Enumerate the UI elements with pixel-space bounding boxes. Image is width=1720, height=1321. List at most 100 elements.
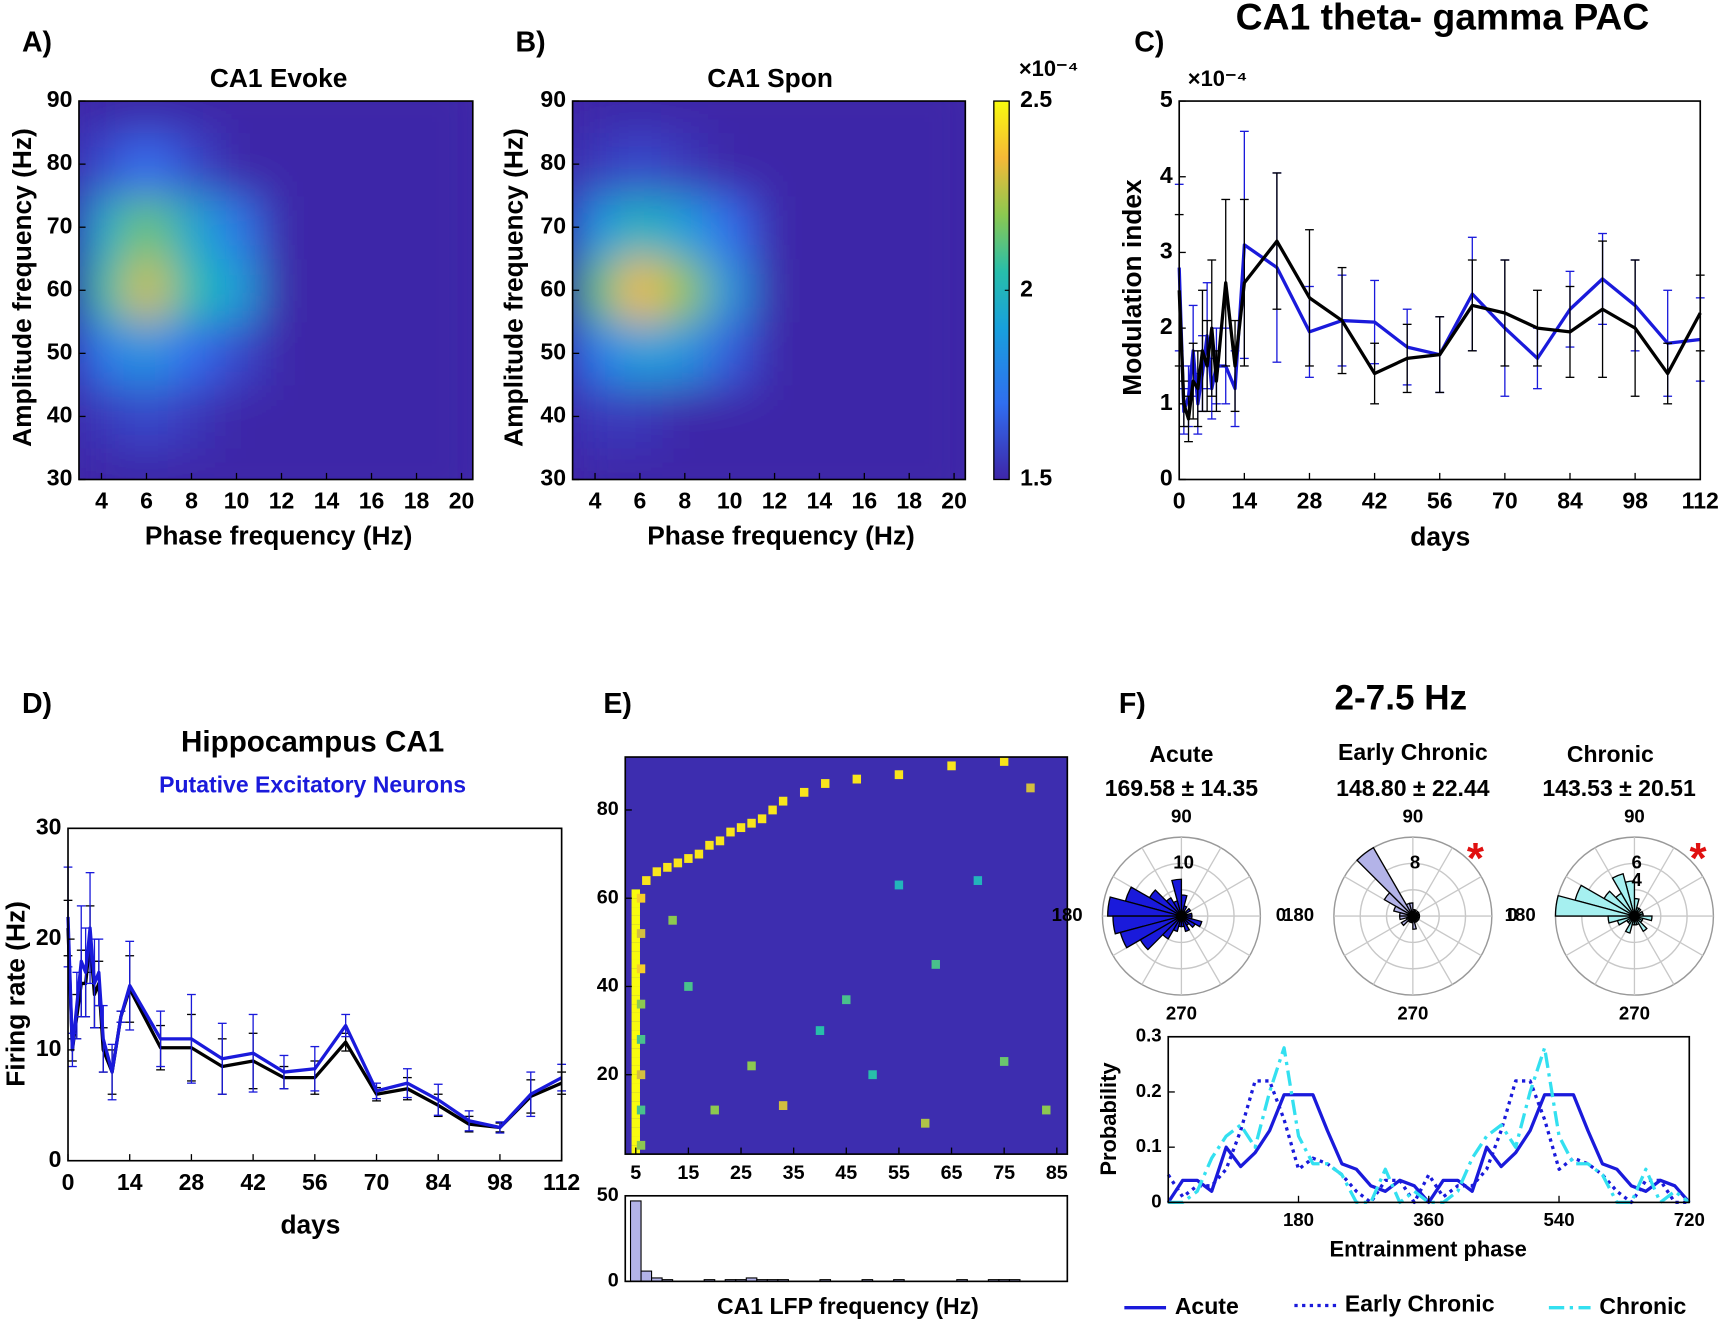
heatmap-cell <box>304 195 350 260</box>
heatmap-cell <box>999 757 1009 766</box>
heatmap-cell <box>673 858 683 868</box>
axes-frame <box>1167 1035 1691 1204</box>
x-tick-label: 14 <box>314 488 340 514</box>
heatmap-cell <box>631 1065 640 1075</box>
heatmap-cell <box>439 132 473 197</box>
heatmap-cell <box>705 840 714 850</box>
x-tick-label: 42 <box>240 1169 266 1195</box>
heatmap-cell <box>726 827 735 837</box>
y-tick-label: 5 <box>1160 86 1173 112</box>
heatmap-cell <box>304 101 350 134</box>
angle-label: 180 <box>1505 904 1536 925</box>
heatmap-cell <box>439 101 473 134</box>
heatmap-background <box>625 757 1068 1155</box>
heatmap-cell <box>631 1048 640 1058</box>
series-line <box>66 927 563 1130</box>
x-tick-label: 65 <box>941 1162 963 1184</box>
heatmap-cell <box>841 101 888 134</box>
axes-frame <box>67 827 563 1162</box>
heatmap-cell <box>123 101 170 134</box>
heatmap-cell <box>710 1105 719 1115</box>
axes-frame <box>571 100 967 481</box>
significance-marker: * <box>1467 834 1485 883</box>
y-tick-label: 2 <box>1160 313 1173 339</box>
heatmap-cell <box>752 384 798 449</box>
angle-label: 180 <box>1052 904 1083 925</box>
y-tick-label: 50 <box>597 1184 619 1206</box>
heatmap-cell <box>78 132 125 197</box>
x-tick-label: 70 <box>364 1169 390 1195</box>
heatmap-cell <box>841 132 888 197</box>
x-tick-label: 12 <box>762 488 788 514</box>
rose-bar <box>1554 894 1635 917</box>
heatmap-cell <box>631 907 640 916</box>
y-tick-label: 30 <box>47 465 73 491</box>
heatmap-cell <box>617 101 663 134</box>
x-tick-label: 14 <box>117 1169 143 1195</box>
heatmap-cell <box>931 959 940 969</box>
heatmap-cell <box>631 933 640 943</box>
x-tick-label: 720 <box>1674 1209 1705 1230</box>
heatmap-cell <box>631 1057 640 1066</box>
x-tick-label: 25 <box>730 1162 752 1184</box>
x-tick-label: 360 <box>1413 1209 1444 1230</box>
heatmap-cell <box>213 101 260 134</box>
y-tick-label: 40 <box>540 402 566 428</box>
heatmap-cell <box>631 1127 640 1137</box>
y-tick-label: 0.2 <box>1136 1080 1162 1101</box>
chart-title: CA1 theta- gamma PAC <box>1236 0 1650 38</box>
heatmap-cell <box>797 258 843 323</box>
heatmap-cell <box>631 977 640 987</box>
heatmap-cell <box>123 321 170 386</box>
heatmap-cell <box>394 195 440 260</box>
y-tick-label: 80 <box>47 149 73 175</box>
heatmap-cell <box>631 1012 640 1022</box>
heatmap-cell <box>394 101 440 134</box>
heatmap-cell <box>631 1021 640 1031</box>
heatmap-cell <box>841 258 888 323</box>
heatmap-cell <box>394 384 440 449</box>
heatmap-cell <box>778 1101 788 1111</box>
x-axis-label: days <box>280 1209 340 1239</box>
heatmap-cell <box>168 258 215 323</box>
heatmap-cell <box>931 195 966 260</box>
heatmap-cell <box>631 1092 640 1102</box>
y-tick-label: 0 <box>49 1146 62 1172</box>
heatmap-cell <box>707 321 753 386</box>
y-tick-label: 0 <box>1160 465 1173 491</box>
heatmap-cell <box>349 384 395 449</box>
x-axis-label: Entrainment phase <box>1330 1236 1527 1261</box>
heatmap-cell <box>631 1118 640 1128</box>
y-tick-label: 90 <box>47 86 73 112</box>
heatmap-cell <box>259 132 305 197</box>
angle-label: 270 <box>1619 1003 1650 1024</box>
heatmap-cell <box>662 321 708 386</box>
heatmap-cell <box>886 258 933 323</box>
colorbar-tick-label: 1.5 <box>1020 465 1052 491</box>
series-line <box>1166 1093 1691 1205</box>
x-tick-label: 75 <box>993 1162 1015 1184</box>
heatmap-cell <box>636 1140 646 1150</box>
heatmap-cell <box>797 132 843 197</box>
heatmap-cell <box>947 761 956 771</box>
x-axis-label: CA1 LFP frequency (Hz) <box>717 1293 979 1319</box>
heatmap <box>78 101 473 480</box>
rose-bar <box>1624 915 1636 934</box>
heatmap-cell <box>78 258 125 323</box>
heatmap-cell <box>707 132 753 197</box>
rose-bar <box>1181 915 1193 920</box>
radial-tick-label: 8 <box>1410 851 1420 872</box>
heatmap-cell <box>868 1070 877 1080</box>
y-tick-label: 3 <box>1160 238 1173 264</box>
heatmap-cell <box>631 1083 640 1093</box>
y-tick-label: 40 <box>47 402 73 428</box>
series-line <box>1177 243 1701 414</box>
heatmap-cell <box>572 132 619 197</box>
heatmap-cell <box>168 195 215 260</box>
rose-bar <box>1107 896 1182 917</box>
heatmap-cell <box>631 1136 640 1146</box>
rose-bar <box>1139 915 1182 951</box>
rose-bar <box>1392 905 1414 917</box>
y-tick-label: 30 <box>36 813 62 839</box>
